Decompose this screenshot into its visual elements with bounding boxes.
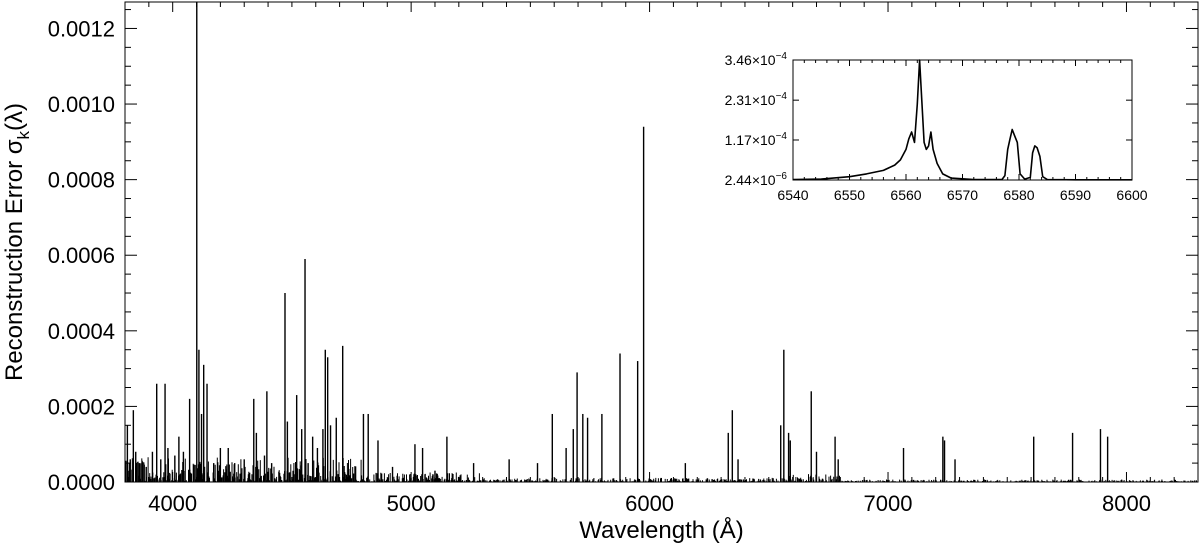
x-tick-label: 5000 xyxy=(387,491,436,516)
y-tick-label: 0.0006 xyxy=(48,243,115,268)
x-tick-label: 6000 xyxy=(625,491,674,516)
inset-y-tick-label: 2.31×10−4 xyxy=(725,91,788,108)
inset-x-tick-label: 6600 xyxy=(1116,187,1147,203)
inset-y-tick-label: 3.46×10−4 xyxy=(725,51,788,68)
y-tick-label: 0.0002 xyxy=(48,394,115,419)
inset-x-tick-label: 6550 xyxy=(834,187,865,203)
x-tick-label: 8000 xyxy=(1102,491,1151,516)
inset-x-tick-label: 6590 xyxy=(1060,187,1091,203)
x-tick-label: 4000 xyxy=(148,491,197,516)
y-tick-label: 0.0004 xyxy=(48,319,115,344)
inset-spectrum-line xyxy=(792,59,1132,181)
y-tick-label: 0.0012 xyxy=(48,16,115,41)
inset-x-tick-label: 6540 xyxy=(777,187,808,203)
y-tick-label: 0.0010 xyxy=(48,92,115,117)
x-tick-label: 7000 xyxy=(864,491,913,516)
y-axis-label: Reconstruction Error σk(λ) xyxy=(1,103,33,381)
main-plot-frame xyxy=(124,1,1199,483)
inset-x-tick-label: 6560 xyxy=(890,187,921,203)
inset-frame xyxy=(792,59,1133,181)
inset-background xyxy=(705,48,1145,213)
inset-x-tick-label: 6570 xyxy=(947,187,978,203)
x-axis-label: Wavelength (Å) xyxy=(579,516,744,544)
inset-y-tick-label: 1.17×10−4 xyxy=(725,131,788,148)
inset-y-tick-label: 2.44×10−6 xyxy=(725,171,788,188)
y-tick-label: 0.0000 xyxy=(48,470,115,495)
inset-plot: 6540 6550 6560 6570 6580 6590 6600 2.44×10−6 1.1… xyxy=(705,48,1148,213)
inset-x-tick-label: 6580 xyxy=(1003,187,1034,203)
y-tick-label: 0.0008 xyxy=(48,168,115,193)
